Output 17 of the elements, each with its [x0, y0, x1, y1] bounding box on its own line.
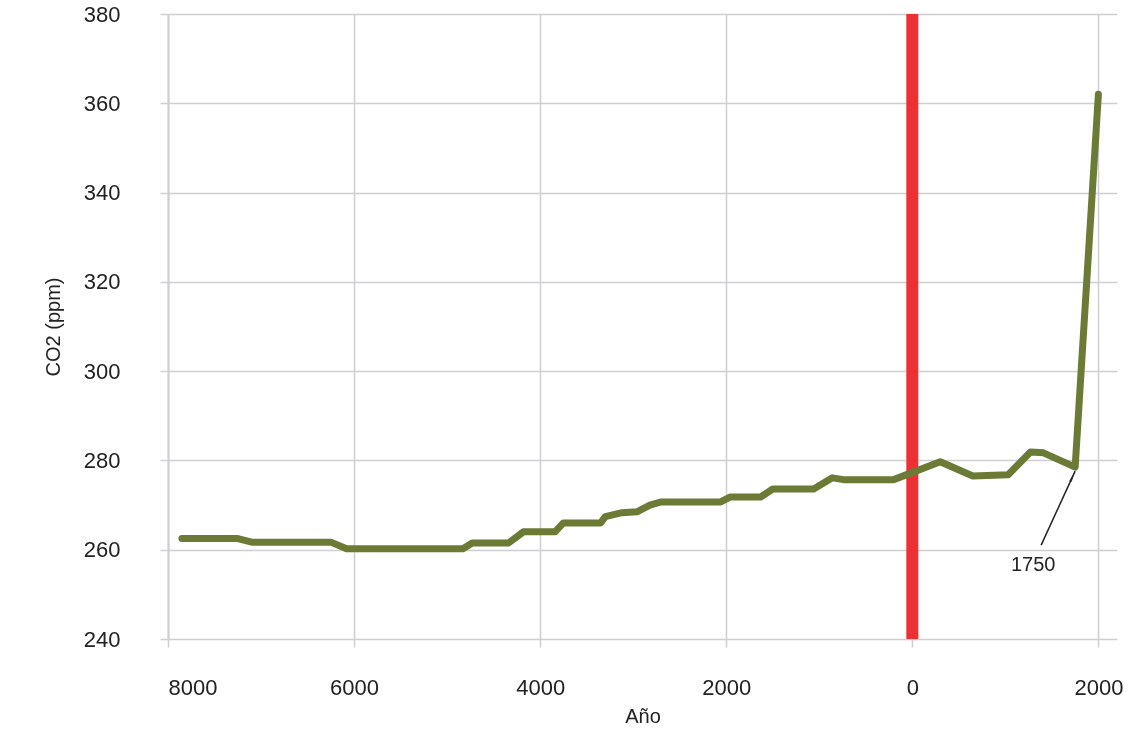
x-tick-label: 2000 — [1074, 674, 1124, 700]
x-tick-label: 0 — [906, 674, 919, 700]
x-tick-label: 6000 — [330, 674, 380, 700]
y-tick-label: 280 — [83, 447, 121, 473]
y-tick-label: 340 — [83, 180, 121, 206]
y-tick-label: 260 — [83, 537, 121, 563]
y-tick-label: 240 — [83, 626, 121, 652]
x-tick-label: 2000 — [702, 674, 752, 700]
y-tick-label: 300 — [83, 358, 121, 384]
x-axis-title: Año — [625, 704, 661, 727]
y-axis-title: CO2 (ppm) — [41, 277, 64, 377]
x-tick-label: 4000 — [516, 674, 566, 700]
y-tick-label: 380 — [83, 1, 121, 27]
y-tick-label: 320 — [83, 269, 121, 295]
y-tick-label: 360 — [83, 90, 121, 116]
annotation: 1750 — [1010, 553, 1056, 576]
x-tick-label: 8000 — [168, 674, 218, 700]
